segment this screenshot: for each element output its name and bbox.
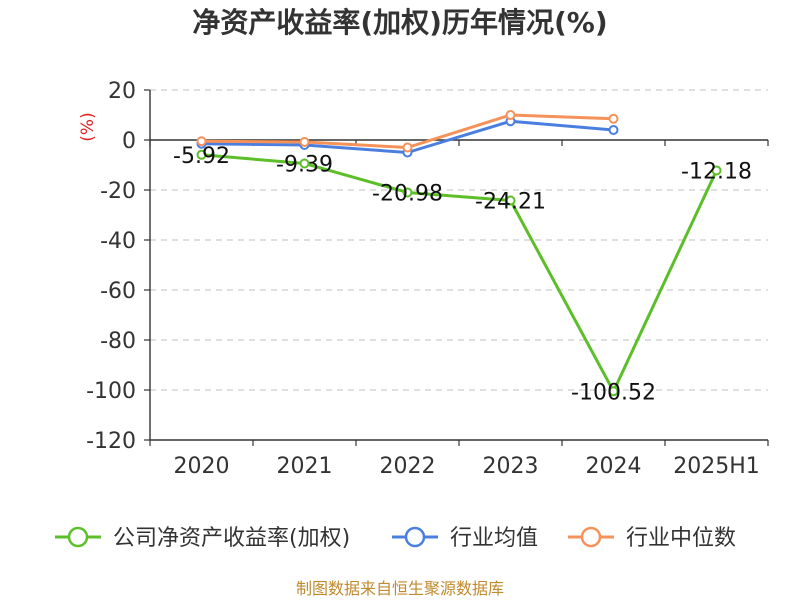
data-point: [196, 149, 207, 160]
y-tick-label: -80: [100, 329, 136, 354]
y-tick-label: 0: [122, 129, 136, 154]
y-tick-label: -100: [86, 379, 136, 404]
data-label: -100.52: [571, 380, 656, 405]
data-label: -12.18: [681, 159, 752, 184]
data-point: [299, 137, 310, 147]
series-lines: [196, 110, 722, 397]
series-line: [201, 153, 718, 393]
data-point: [299, 158, 310, 169]
y-tick-label: 20: [108, 79, 136, 104]
legend-swatch-marker: [404, 526, 426, 548]
x-tick-label: 2024: [586, 454, 642, 479]
data-point: [608, 125, 619, 135]
data-point: [402, 142, 413, 153]
x-tick-label: 2023: [483, 454, 539, 479]
source-caption: 制图数据来自恒生聚源数据库: [296, 579, 504, 598]
legend-label: 公司净资产收益率(加权): [113, 526, 350, 551]
data-label: -24.21: [475, 190, 546, 215]
x-tick-label: 2021: [277, 454, 333, 479]
data-point: [505, 110, 516, 120]
data-label: -20.98: [372, 181, 443, 206]
legend-label: 行业均值: [450, 526, 538, 551]
legend: 公司净资产收益率(加权) 行业均值 行业中位数: [55, 526, 736, 551]
data-point: [711, 165, 722, 176]
y-tick-label: -40: [100, 229, 136, 254]
chart-title: 净资产收益率(加权)历年情况(%): [192, 6, 607, 39]
gridlines: [150, 89, 768, 391]
y-tick-label: -60: [100, 279, 136, 304]
legend-swatch-marker: [580, 526, 602, 548]
data-label: -9.39: [276, 152, 333, 177]
data-point: [196, 136, 207, 147]
y-tick-label: -20: [100, 179, 136, 204]
x-tick-label: 2025H1: [673, 454, 760, 479]
data-labels: -5.92 -9.39 -20.98 -24.21 -100.52 -12.18: [173, 144, 752, 405]
data-point: [608, 386, 619, 397]
data-label: -5.92: [173, 144, 230, 169]
legend-swatch-marker: [67, 526, 89, 548]
legend-label: 行业中位数: [626, 526, 736, 551]
y-axis-unit-label: (%): [78, 112, 98, 141]
axes: 20 0 -20 -40 -60 -80 -100 -120 2020 2021 2022 2023 2…: [86, 79, 769, 479]
data-point: [402, 187, 413, 198]
x-tick-label: 2022: [380, 454, 436, 479]
data-point: [608, 113, 619, 124]
y-tick-label: -120: [86, 429, 136, 454]
data-point: [505, 195, 516, 206]
x-tick-label: 2020: [174, 454, 230, 479]
